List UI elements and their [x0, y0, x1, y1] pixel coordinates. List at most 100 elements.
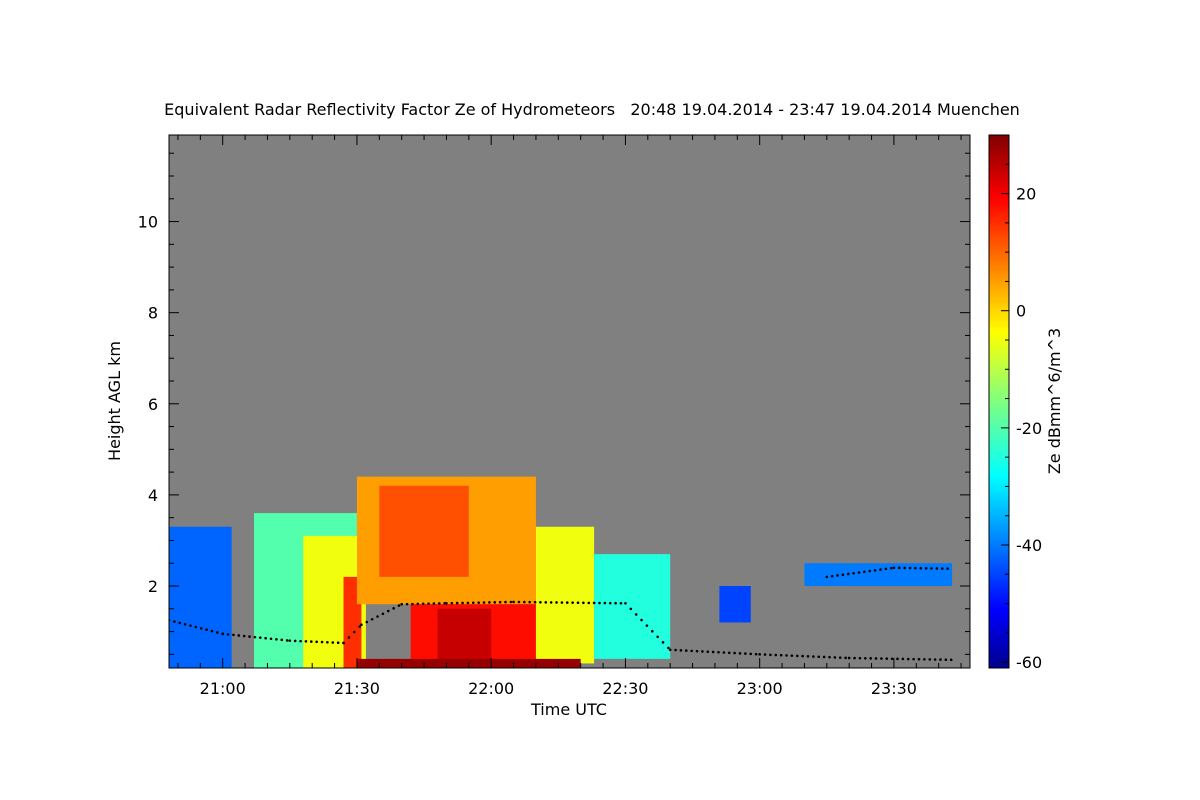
colorbar-tick-label: -40	[1016, 536, 1042, 555]
upper-cloud-base-point	[946, 567, 949, 570]
cloud-base-point	[315, 640, 318, 644]
cloud-base-point	[592, 601, 596, 605]
cloud-base-point	[336, 641, 340, 645]
x-tick-label: 22:00	[468, 679, 514, 698]
cloud-base-point	[923, 658, 926, 661]
cloud-base-point	[226, 633, 230, 636]
cloud-base-point	[189, 624, 192, 627]
cloud-base-point	[890, 657, 894, 661]
cloud-base-point	[690, 649, 693, 653]
upper-cloud-base-point	[889, 566, 893, 570]
upper-cloud-base-point	[903, 566, 906, 570]
cloud-base-point	[674, 648, 677, 652]
cloud-base-point	[280, 638, 284, 642]
cloud-base-point	[248, 635, 251, 638]
cloud-base-point	[253, 635, 257, 639]
cloud-base-point	[400, 602, 403, 606]
cloud-base-point	[722, 651, 726, 654]
cloud-base-point	[706, 650, 710, 653]
upper-cloud-base-point	[841, 573, 845, 577]
plot-frame	[168, 134, 971, 669]
cloud-base-point	[509, 600, 513, 604]
cloud-base-point	[774, 653, 778, 657]
cloud-base-point	[275, 638, 278, 641]
x-tick-label: 23:00	[737, 679, 783, 698]
cloud-base-point	[754, 652, 758, 656]
cloud-base-point	[650, 629, 654, 633]
cloud-base-point	[571, 601, 574, 604]
cloud-base-point	[701, 650, 704, 653]
cloud-base-point	[582, 601, 585, 605]
cloud-base-point	[603, 601, 607, 605]
cloud-base-point	[858, 656, 862, 660]
cloud-base-point	[744, 652, 747, 655]
cloud-base-point	[293, 639, 297, 643]
cloud-base-point	[717, 650, 720, 654]
upper-cloud-base-point	[884, 567, 888, 571]
cloud-base-point	[461, 601, 464, 605]
upper-cloud-base-point	[879, 568, 882, 571]
cloud-base-point	[869, 657, 872, 660]
cloud-base-point	[711, 650, 715, 654]
cloud-base-point	[199, 627, 203, 630]
upper-cloud-base-point	[868, 569, 872, 573]
cloud-base-point	[812, 655, 815, 658]
colorbar-ticks: 20 0 -20 -40 -60	[1001, 134, 1042, 672]
cloud-base-point	[242, 634, 246, 638]
cloud-base-point	[928, 658, 932, 661]
cloud-base-point	[381, 612, 385, 616]
x-tick-label: 21:00	[200, 679, 246, 698]
x-tick-label: 21:30	[334, 679, 380, 698]
cloud-base-point	[668, 648, 672, 652]
cloud-base-point	[634, 613, 638, 616]
upper-cloud-base-point	[940, 567, 944, 570]
y-axis: 2 4 6 8 10	[138, 152, 970, 655]
upper-cloud-base-point	[919, 566, 923, 570]
cloud-base-point	[684, 649, 688, 652]
cloud-base-point	[183, 622, 187, 626]
cloud-base-point	[769, 653, 772, 657]
cloud-base-point	[822, 655, 826, 659]
upper-cloud-base-point	[908, 566, 912, 570]
cloud-base-point	[386, 609, 390, 613]
cloud-base-point	[863, 656, 867, 660]
cloud-base-point	[352, 630, 356, 634]
cloud-base-point	[304, 640, 308, 643]
echo-region-5	[379, 485, 469, 577]
upper-cloud-base-point	[825, 575, 829, 579]
cloud-base-point	[874, 657, 878, 660]
cloud-base-point	[801, 654, 804, 658]
cloud-base-point	[614, 601, 617, 605]
cloud-base-point	[749, 652, 753, 656]
cloud-base-point	[471, 601, 475, 605]
colorbar-tick-label: -60	[1016, 653, 1042, 672]
x-tick-label: 23:30	[871, 679, 917, 698]
cloud-base-point	[320, 640, 324, 644]
cloud-base-point	[194, 625, 198, 629]
cloud-base-point	[817, 655, 821, 659]
cloud-base-point	[445, 602, 448, 605]
colorbar	[988, 134, 1010, 669]
cloud-base-point	[833, 656, 837, 659]
cloud-base-point	[917, 657, 921, 661]
y-tick-label: 2	[148, 577, 158, 596]
cloud-base-point	[466, 601, 470, 605]
cloud-base-point	[517, 600, 521, 604]
y-tick-label: 6	[148, 395, 158, 414]
upper-cloud-base-point	[857, 571, 861, 574]
upper-cloud-base-point	[930, 567, 933, 570]
y-tick-label: 10	[138, 213, 158, 232]
cloud-base-point	[667, 646, 670, 650]
echo-region-0	[169, 526, 232, 668]
cloud-base-point	[370, 617, 374, 621]
cloud-base-point	[421, 602, 425, 606]
cloud-base-point	[288, 639, 292, 642]
cloud-base-point	[912, 657, 915, 661]
cloud-base-point	[733, 651, 736, 655]
x-axis: 21:00 21:30 22:00 22:30 23:00 23:30	[177, 135, 962, 698]
cloud-base-point	[679, 649, 683, 652]
echo-region-7	[437, 608, 492, 668]
cloud-base-point	[790, 654, 794, 657]
cloud-base-point	[901, 657, 905, 661]
cloud-base-point	[498, 600, 502, 604]
